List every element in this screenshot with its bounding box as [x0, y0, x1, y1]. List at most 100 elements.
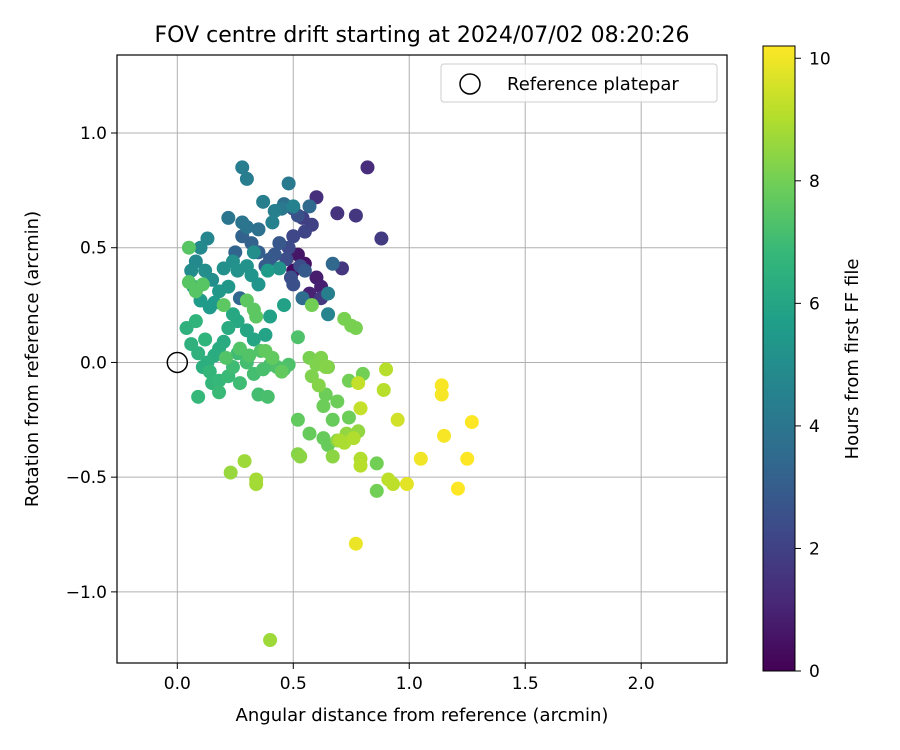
data-point — [369, 483, 384, 498]
data-point — [437, 428, 452, 443]
x-axis-label: Angular distance from reference (arcmin) — [236, 705, 609, 726]
data-point — [464, 415, 479, 430]
data-point — [249, 477, 264, 492]
data-point — [386, 477, 401, 492]
data-point — [246, 245, 261, 260]
data-point — [302, 199, 317, 214]
data-point — [353, 401, 368, 416]
y-tick-label: 0.0 — [80, 353, 107, 373]
data-point — [281, 176, 296, 191]
y-tick-label: −0.5 — [66, 468, 107, 488]
data-point — [325, 412, 340, 427]
data-point — [184, 263, 199, 278]
data-point — [297, 263, 312, 278]
data-point — [251, 277, 266, 292]
x-tick-label: 2.0 — [628, 674, 655, 694]
data-point — [325, 256, 340, 271]
data-point — [390, 412, 405, 427]
data-point — [274, 364, 289, 379]
legend-label: Reference platepar — [507, 74, 679, 95]
data-point — [290, 412, 305, 427]
legend-box — [440, 63, 718, 103]
y-tick-label: −1.0 — [66, 583, 107, 603]
data-point — [251, 222, 266, 237]
data-point — [302, 426, 317, 441]
data-point — [460, 451, 475, 466]
data-point — [321, 286, 336, 301]
data-point — [188, 314, 203, 329]
data-point — [348, 536, 363, 551]
data-point — [346, 431, 361, 446]
data-point — [232, 376, 247, 391]
data-point — [221, 210, 236, 225]
data-point — [198, 332, 213, 347]
data-point — [413, 451, 428, 466]
data-point — [267, 204, 282, 219]
data-point — [212, 385, 227, 400]
data-point — [330, 394, 345, 409]
data-point — [276, 298, 291, 313]
colorbar-tick-label: 2 — [809, 539, 820, 559]
data-point — [221, 321, 236, 336]
data-point — [249, 309, 264, 324]
y-tick-label: 1.0 — [80, 124, 107, 144]
data-point — [330, 206, 345, 221]
data-point — [399, 477, 414, 492]
colorbar-ticks: 0 2 4 6 8 10 — [795, 49, 831, 682]
data-point — [219, 350, 234, 365]
data-point — [193, 240, 208, 255]
data-point — [235, 215, 250, 230]
colorbar: 0 2 4 6 8 10 Hours from first FF file — [762, 45, 863, 682]
data-point — [348, 208, 363, 223]
data-point — [191, 389, 206, 404]
grid-lines — [117, 55, 727, 663]
x-tick-label: 0.0 — [164, 674, 191, 694]
data-point — [311, 378, 326, 393]
data-point — [293, 449, 308, 464]
data-point — [260, 389, 275, 404]
data-point — [223, 465, 238, 480]
colorbar-label: Hours from first FF file — [842, 259, 863, 460]
data-point — [256, 194, 271, 209]
colorbar-tick-label: 6 — [809, 294, 820, 314]
data-point — [263, 309, 278, 324]
data-point — [450, 481, 465, 496]
reference-platepar-marker — [166, 351, 189, 374]
data-point — [265, 350, 280, 365]
data-point — [239, 171, 254, 186]
data-point — [272, 236, 287, 251]
data-point — [286, 199, 301, 214]
data-point — [263, 633, 278, 648]
data-point — [216, 298, 231, 313]
data-point — [225, 307, 240, 322]
data-point — [184, 337, 199, 352]
data-point — [379, 362, 394, 377]
data-point — [318, 360, 333, 375]
data-point — [351, 376, 366, 391]
data-point — [297, 224, 312, 239]
data-point — [235, 160, 250, 175]
data-point — [290, 330, 305, 345]
y-axis-label: Rotation from reference (arcmin) — [22, 211, 43, 507]
data-point — [369, 456, 384, 471]
x-tick-label: 0.5 — [280, 674, 307, 694]
colorbar-bar — [762, 45, 796, 672]
data-point — [286, 277, 301, 292]
data-point — [341, 410, 356, 425]
data-point — [260, 263, 275, 278]
data-point — [374, 231, 389, 246]
x-tick-label: 1.0 — [396, 674, 423, 694]
data-point — [376, 382, 391, 397]
data-point — [348, 321, 363, 336]
y-tick-label: 0.5 — [80, 239, 107, 259]
x-tick-label: 1.5 — [512, 674, 539, 694]
data-point — [181, 240, 196, 255]
data-point — [272, 261, 287, 276]
data-point — [239, 323, 254, 338]
data-point — [360, 160, 375, 175]
data-point — [195, 277, 210, 292]
data-point — [321, 307, 336, 322]
data-point — [325, 449, 340, 464]
colorbar-tick-label: 4 — [809, 417, 820, 437]
